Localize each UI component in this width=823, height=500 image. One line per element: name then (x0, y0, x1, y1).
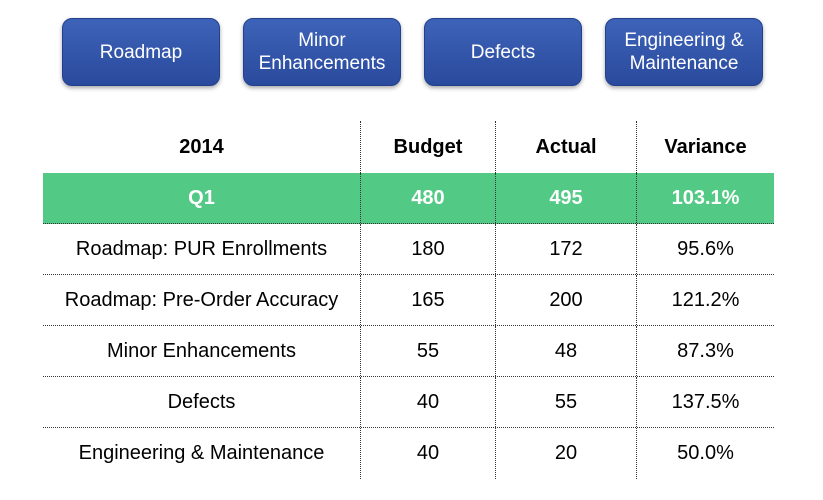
summary-actual: 495 (496, 173, 637, 223)
row-name: Engineering & Maintenance (43, 428, 361, 479)
row-name: Roadmap: Pre-Order Accuracy (43, 275, 361, 325)
table-row: Defects 40 55 137.5% (43, 377, 774, 428)
header-year: 2014 (43, 121, 361, 173)
table-row: Roadmap: PUR Enrollments 180 172 95.6% (43, 224, 774, 275)
table-row: Minor Enhancements 55 48 87.3% (43, 326, 774, 377)
row-actual: 55 (496, 377, 637, 427)
budget-table: 2014 Budget Actual Variance Q1 480 495 1… (43, 121, 774, 479)
table-header-row: 2014 Budget Actual Variance (43, 121, 774, 173)
engineering-maintenance-button[interactable]: Engineering & Maintenance (605, 18, 763, 86)
summary-name: Q1 (43, 173, 361, 223)
row-variance: 87.3% (677, 339, 734, 362)
row-variance: 137.5% (671, 390, 740, 413)
row-name: Minor Enhancements (43, 326, 361, 376)
row-actual: 200 (496, 275, 637, 325)
row-variance: 121.2% (671, 288, 740, 311)
roadmap-button[interactable]: Roadmap (62, 18, 220, 86)
header-variance: Variance (664, 135, 747, 158)
row-budget: 180 (361, 224, 496, 274)
defects-button[interactable]: Defects (424, 18, 582, 86)
row-variance: 95.6% (677, 237, 734, 260)
header-budget: Budget (361, 121, 496, 173)
row-name: Roadmap: PUR Enrollments (43, 224, 361, 274)
row-actual: 20 (496, 428, 637, 479)
row-budget: 165 (361, 275, 496, 325)
row-actual: 48 (496, 326, 637, 376)
row-name: Defects (43, 377, 361, 427)
row-variance: 50.0% (677, 442, 734, 464)
table-row: Engineering & Maintenance 40 20 50.0% (43, 428, 774, 479)
row-actual: 172 (496, 224, 637, 274)
summary-variance: 103.1% (671, 186, 740, 209)
summary-budget: 480 (361, 173, 496, 223)
header-actual: Actual (496, 121, 637, 173)
minor-enhancements-button[interactable]: Minor Enhancements (243, 18, 401, 86)
row-budget: 55 (361, 326, 496, 376)
row-budget: 40 (361, 428, 496, 479)
row-budget: 40 (361, 377, 496, 427)
table-row: Roadmap: Pre-Order Accuracy 165 200 121.… (43, 275, 774, 326)
summary-row: Q1 480 495 103.1% (43, 173, 774, 224)
